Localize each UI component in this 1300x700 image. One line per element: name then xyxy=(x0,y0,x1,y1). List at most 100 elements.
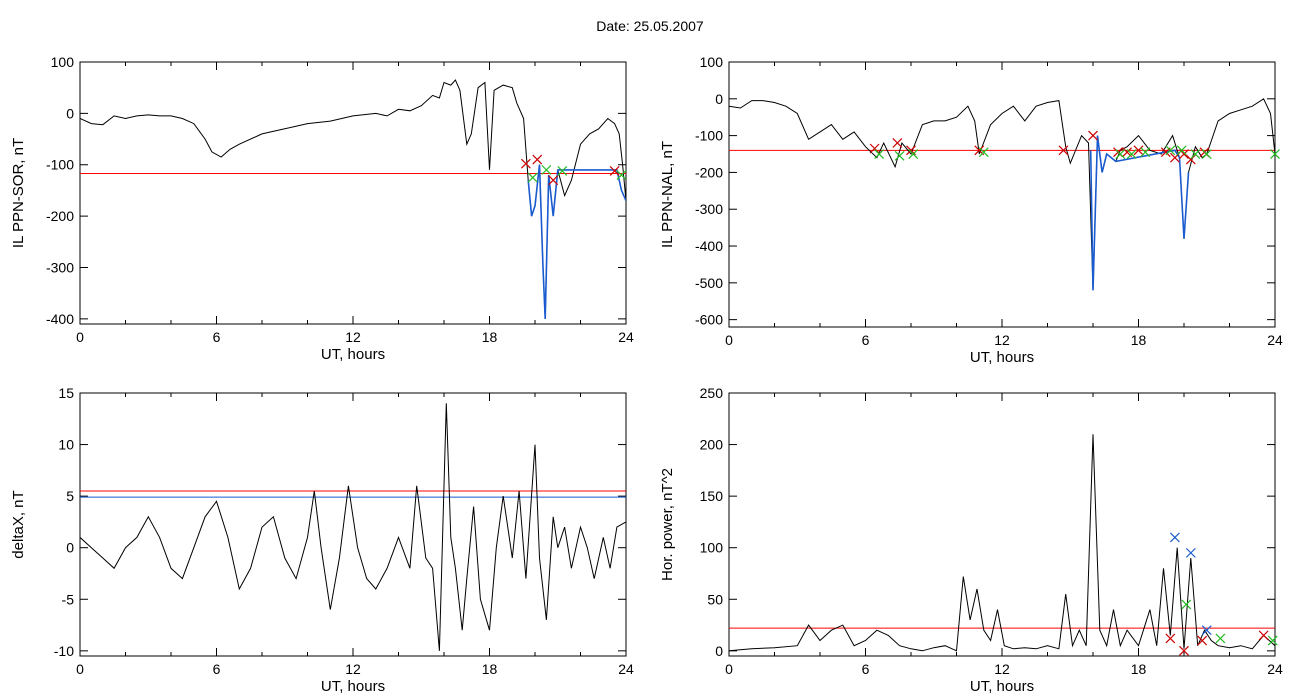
x-tick-label: 0 xyxy=(725,332,733,348)
y-tick-label: 50 xyxy=(707,591,723,607)
x-tick-label: 24 xyxy=(618,661,634,677)
x-marker xyxy=(894,150,905,161)
page-title: Date: 25.05.2007 xyxy=(596,18,704,34)
x-marker xyxy=(548,175,559,186)
x-marker xyxy=(978,147,989,158)
series-line xyxy=(80,403,626,651)
x-marker-stroke xyxy=(1165,145,1176,156)
x-marker-stroke xyxy=(892,138,903,148)
x-marker xyxy=(1190,149,1201,159)
plot-frame xyxy=(79,392,627,657)
y-tick-label: 0 xyxy=(66,540,74,556)
chart-panel-deltax: 0 6 12 18 24 -10 -5 0 5 10 15 UT, hours deltaX, nT xyxy=(10,385,634,695)
chart-panel-nal: 0 6 12 18 24 -600 -500 -400 -300 -200 -100 0 100 UT, … xyxy=(659,54,1283,366)
x-marker-stroke xyxy=(906,145,916,156)
plot-frame xyxy=(728,392,1276,657)
y-axis-title: deltaX, nT xyxy=(10,490,27,558)
x-marker xyxy=(1140,147,1151,158)
x-marker-stroke xyxy=(527,172,538,183)
x-marker-stroke xyxy=(1169,532,1180,543)
y-tick-label: 0 xyxy=(66,105,74,121)
y-tick-label: -500 xyxy=(695,275,723,291)
y-tick-label: -300 xyxy=(695,201,723,217)
x-tick-label: 18 xyxy=(482,329,498,345)
x-marker xyxy=(892,138,903,148)
series-line xyxy=(729,98,1275,291)
x-tick-label: 6 xyxy=(213,329,221,345)
x-tick-label: 12 xyxy=(994,661,1010,677)
x-tick-label: 18 xyxy=(482,661,498,677)
x-marker xyxy=(527,172,538,183)
x-marker xyxy=(557,165,568,176)
y-tick-label: 10 xyxy=(58,437,74,453)
x-marker xyxy=(1197,635,1208,646)
x-marker-stroke xyxy=(1181,599,1192,610)
x-marker xyxy=(1181,599,1192,610)
x-tick-label: 0 xyxy=(725,661,733,677)
x-marker xyxy=(532,154,543,165)
y-tick-label: -400 xyxy=(46,311,74,327)
x-marker xyxy=(1176,145,1187,156)
y-tick-label: 5 xyxy=(66,488,74,504)
x-marker-stroke xyxy=(894,150,905,161)
x-marker-stroke xyxy=(1258,630,1269,641)
x-marker xyxy=(1058,145,1069,156)
y-tick-label: 100 xyxy=(51,54,75,70)
y-axis-title: IL PPN-NAL, nT xyxy=(659,141,676,248)
x-marker-stroke xyxy=(1215,633,1226,644)
x-axis-title: UT, hours xyxy=(321,678,385,695)
x-marker-stroke xyxy=(974,145,985,156)
x-marker xyxy=(1267,635,1278,646)
x-tick-label: 6 xyxy=(862,332,870,348)
x-marker xyxy=(1215,633,1226,644)
y-tick-label: -200 xyxy=(46,208,74,224)
x-marker xyxy=(1270,149,1280,159)
x-marker-stroke xyxy=(1126,149,1137,159)
x-axis-title: UT, hours xyxy=(970,678,1034,695)
x-marker xyxy=(1133,145,1144,156)
x-marker xyxy=(1185,154,1196,165)
y-tick-label: 0 xyxy=(715,91,723,107)
x-marker-stroke xyxy=(557,165,568,176)
x-marker-stroke xyxy=(1176,145,1187,156)
x-marker-stroke xyxy=(616,170,627,180)
x-marker xyxy=(541,164,552,175)
x-marker-stroke xyxy=(1185,547,1196,558)
x-marker-stroke xyxy=(1185,154,1196,165)
x-marker xyxy=(616,170,627,180)
x-marker-stroke xyxy=(548,175,559,186)
x-marker-stroke xyxy=(874,149,885,159)
series-line xyxy=(1089,135,1190,291)
x-tick-label: 18 xyxy=(1131,332,1147,348)
y-tick-label: -100 xyxy=(695,128,723,144)
x-marker-stroke xyxy=(1165,633,1176,644)
y-axis-title: Hor. power, nT^2 xyxy=(659,468,676,581)
y-tick-label: 200 xyxy=(700,437,724,453)
x-tick-label: 0 xyxy=(76,661,84,677)
chart-panel-sor: 0 6 12 18 24 -400 -300 -200 -100 0 100 UT, hours IL … xyxy=(10,54,634,363)
x-tick-label: 6 xyxy=(213,661,221,677)
x-marker-stroke xyxy=(1133,145,1144,156)
x-marker-stroke xyxy=(1058,145,1069,156)
plot-frame xyxy=(728,61,1276,328)
x-tick-label: 12 xyxy=(345,329,361,345)
x-tick-label: 12 xyxy=(994,332,1010,348)
x-marker-stroke xyxy=(1197,635,1208,646)
y-tick-label: 250 xyxy=(700,385,724,401)
x-marker-stroke xyxy=(1115,149,1126,159)
x-marker xyxy=(908,149,919,159)
y-tick-label: -100 xyxy=(46,157,74,173)
series-line xyxy=(729,434,1275,652)
x-marker-stroke xyxy=(609,165,620,176)
x-marker xyxy=(869,143,880,154)
y-tick-label: -5 xyxy=(62,591,75,607)
x-tick-label: 0 xyxy=(76,329,84,345)
x-marker xyxy=(1179,645,1189,656)
x-tick-label: 12 xyxy=(345,661,361,677)
x-marker xyxy=(1088,130,1098,141)
y-tick-label: 0 xyxy=(715,643,723,659)
x-marker-stroke xyxy=(908,149,919,159)
x-marker-stroke xyxy=(1270,149,1280,159)
x-tick-label: 24 xyxy=(1267,332,1283,348)
x-marker xyxy=(1169,532,1180,543)
